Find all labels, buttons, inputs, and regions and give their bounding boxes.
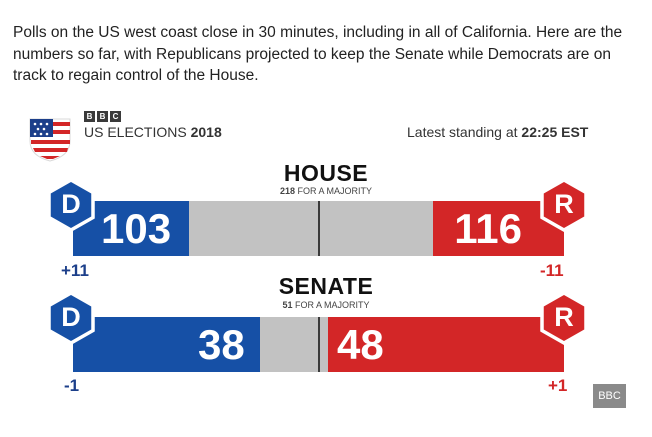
house-majority-text: FOR A MAJORITY: [297, 186, 373, 196]
house-dem-change: +11: [61, 261, 89, 280]
senate-rep-segment: [328, 317, 564, 372]
bbc-letter: B: [97, 111, 108, 122]
senate-dem-change: -1: [64, 376, 80, 395]
senate-majority-text: FOR A MAJORITY: [295, 300, 370, 310]
republican-hexagon-icon: R: [540, 291, 588, 345]
senate-seat-bar: 38 48: [73, 317, 564, 372]
senate-rep-change: +1: [548, 376, 568, 395]
us-elections-logo-icon: [29, 118, 71, 162]
senate-majority-number: 51: [282, 300, 293, 310]
house-rep-change: -11: [540, 261, 564, 280]
democrat-letter: D: [61, 189, 81, 219]
bbc-source-badge: BBC: [593, 384, 626, 408]
republican-letter: R: [554, 189, 574, 219]
senate-majority-line: [318, 317, 320, 372]
graphic-title-year: 2018: [190, 124, 222, 140]
house-seat-bar: 103 116: [73, 201, 564, 256]
senate-title: SENATE: [278, 273, 374, 299]
latest-standing: Latest standing at 22:25 EST: [407, 124, 588, 140]
house-majority-line: [318, 201, 320, 256]
democrat-hexagon-icon: D: [47, 178, 95, 232]
intro-paragraph: Polls on the US west coast close in 30 m…: [13, 24, 623, 84]
latest-standing-prefix: Latest standing at: [407, 124, 518, 140]
senate-dem-seats: 38: [198, 320, 245, 368]
bbc-letter: B: [84, 111, 95, 122]
senate-majority-note: 51 FOR A MAJORITY: [0, 300, 652, 310]
latest-standing-time: 22:25 EST: [521, 124, 589, 140]
house-title: HOUSE: [283, 160, 369, 186]
house-rep-seats: 116: [454, 204, 522, 252]
house-dem-seats: 103: [101, 204, 172, 252]
democrat-hexagon-icon: D: [47, 291, 95, 345]
democrat-letter: D: [61, 302, 81, 332]
senate-dem-segment: [73, 317, 260, 372]
house-majority-number: 218: [279, 186, 295, 196]
graphic-title: US ELECTIONS 2018: [84, 124, 222, 140]
bbc-wordmark: B B C: [84, 111, 121, 122]
senate-rep-seats: 48: [337, 320, 384, 368]
house-majority-note: 218 FOR A MAJORITY: [0, 186, 652, 196]
bbc-letter: C: [110, 111, 121, 122]
republican-hexagon-icon: R: [540, 178, 588, 232]
graphic-title-prefix: US ELECTIONS: [84, 124, 187, 140]
republican-letter: R: [554, 302, 574, 332]
